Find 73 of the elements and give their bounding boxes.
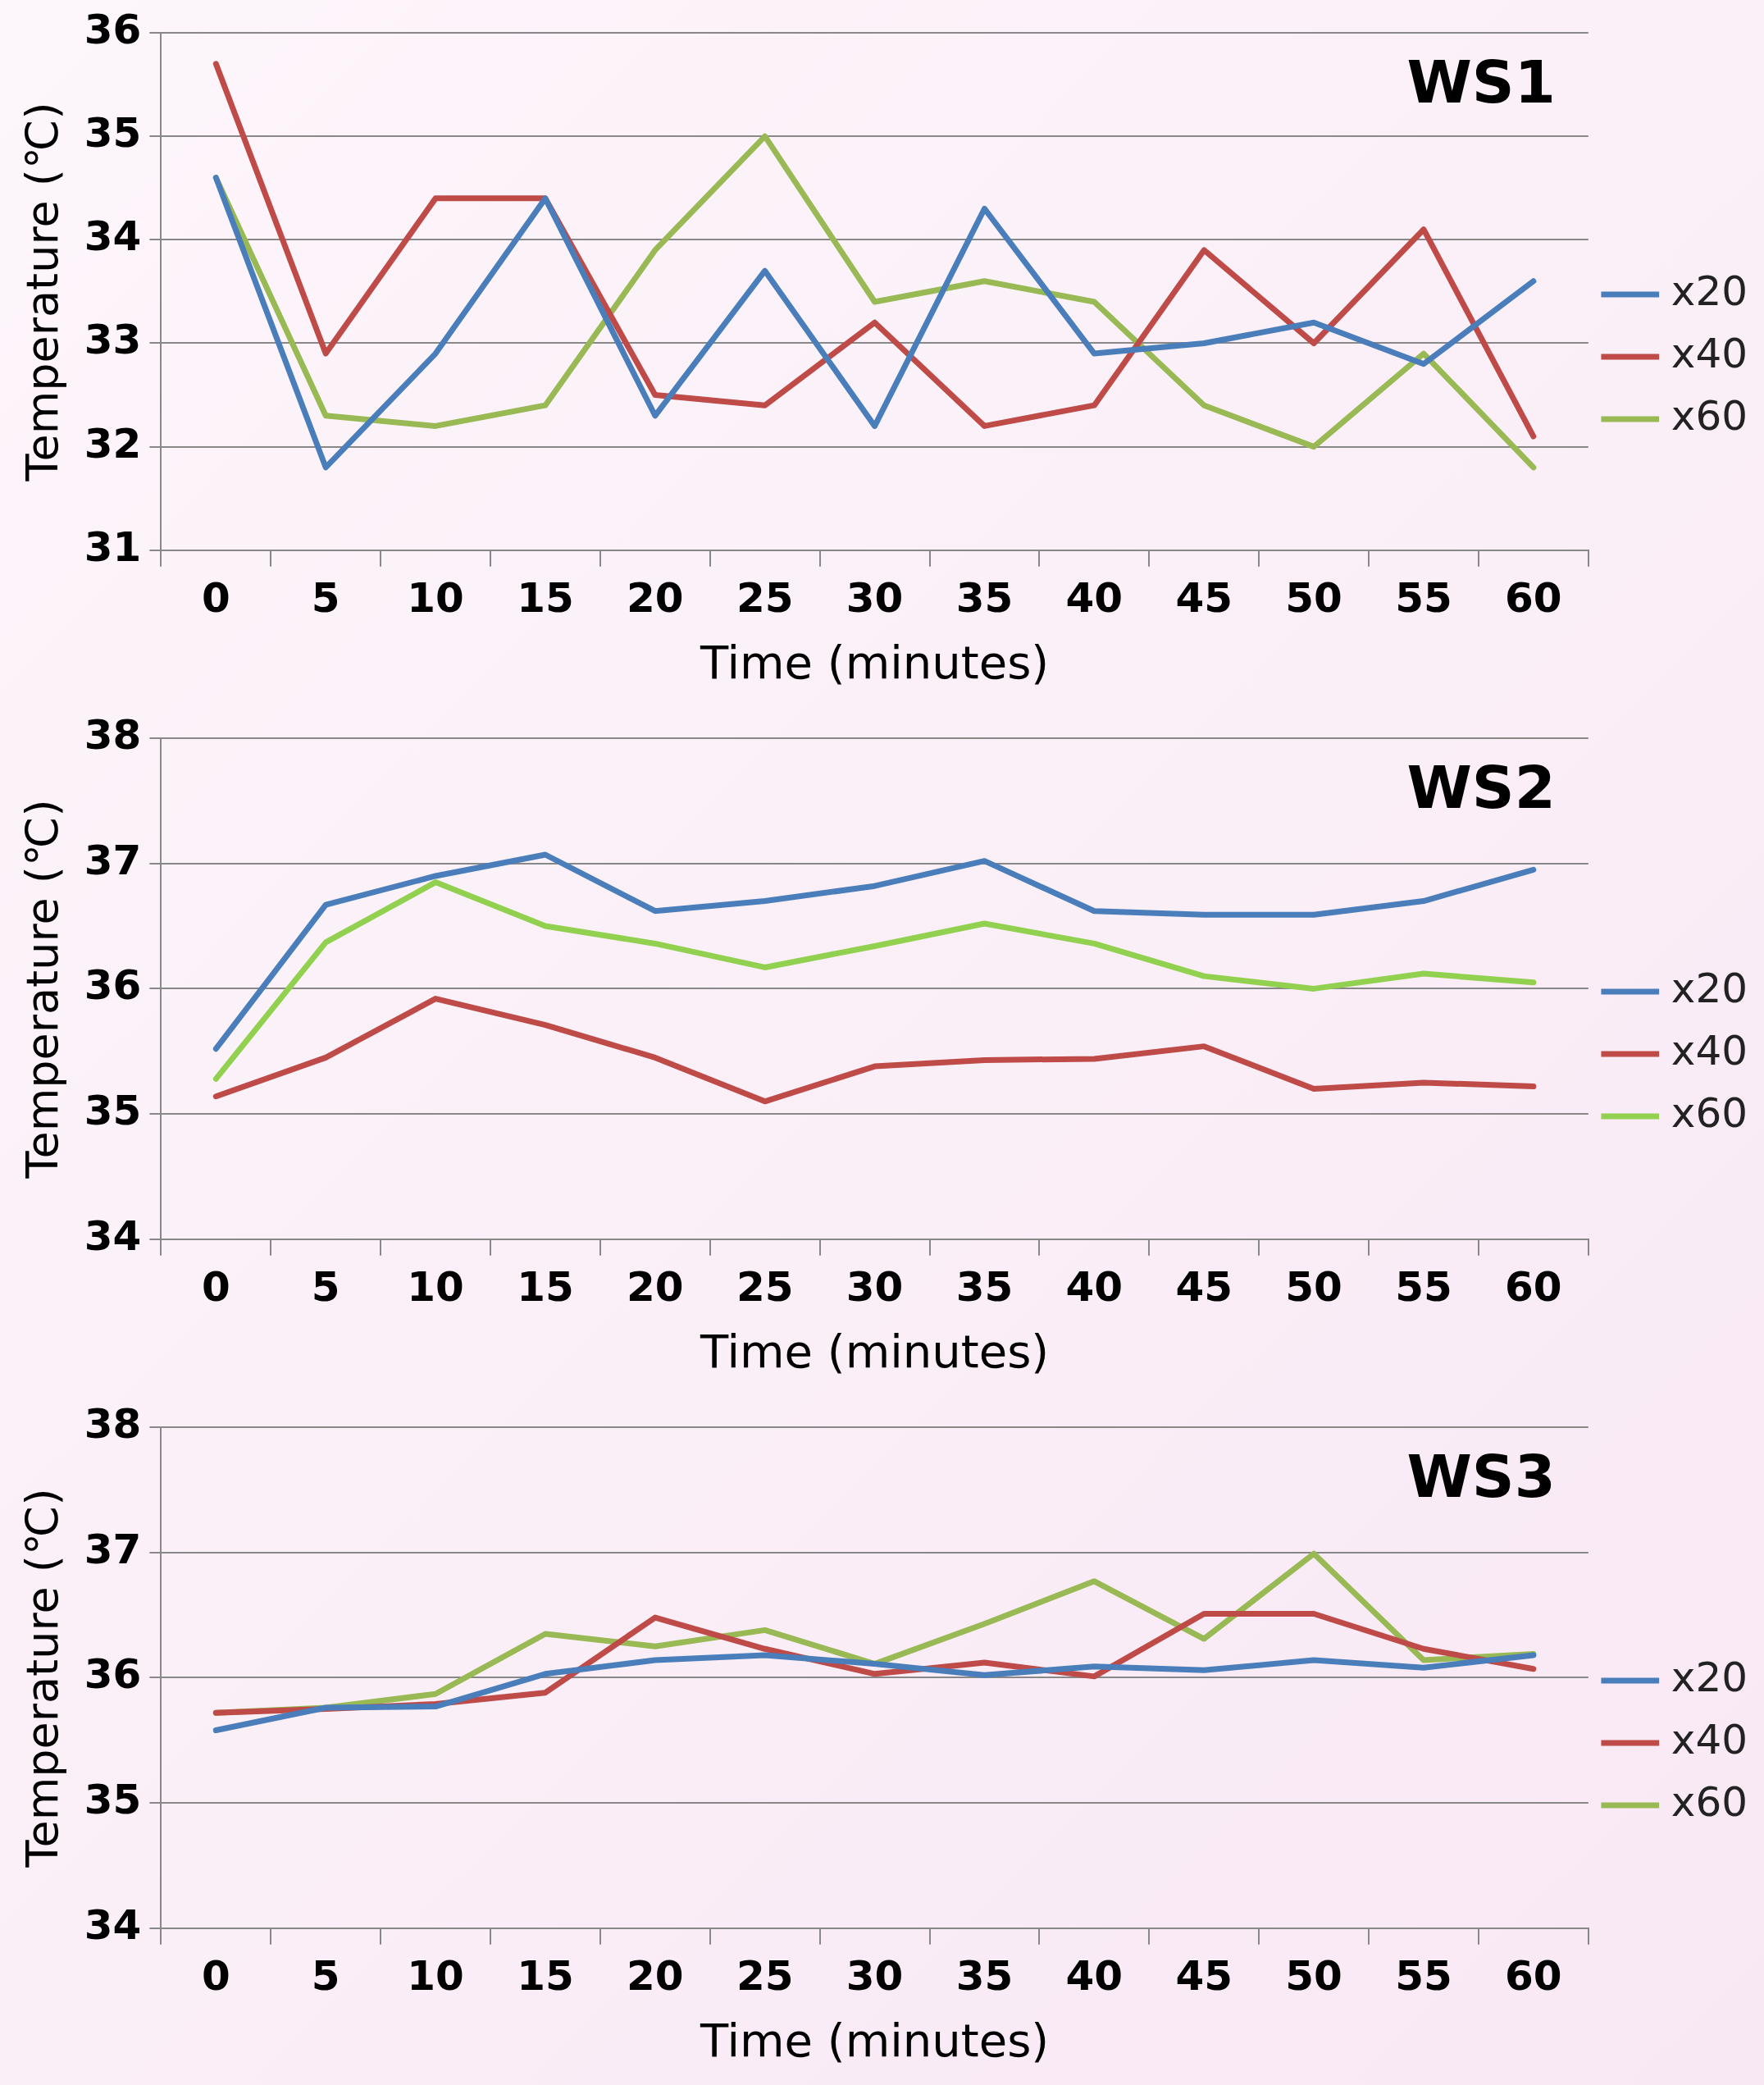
x-tick-label: 50: [1285, 1951, 1342, 2000]
x-tick-label: 15: [517, 1262, 574, 1311]
x-tick-label: 40: [1065, 1951, 1124, 2000]
legend-label: x60: [1671, 1088, 1748, 1137]
y-axis-title: Temperature (℃): [16, 102, 69, 482]
x-tick-label: 50: [1285, 573, 1342, 622]
y-axis-title: Temperature (℃): [16, 1488, 69, 1868]
chart-title: WS1: [1406, 47, 1556, 116]
y-tick-label: 31: [84, 522, 142, 571]
x-tick-label: 45: [1175, 1951, 1233, 2000]
x-tick-label: 30: [846, 573, 904, 622]
y-tick-label: 36: [84, 1650, 142, 1699]
x-tick-label: 30: [846, 1262, 904, 1311]
y-tick-label: 38: [84, 1399, 142, 1448]
legend-label: x20: [1671, 267, 1748, 315]
x-tick-label: 50: [1285, 1262, 1342, 1311]
x-tick-label: 10: [407, 573, 464, 622]
x-tick-label: 55: [1395, 1262, 1452, 1311]
x-tick-label: 20: [627, 573, 684, 622]
legend-label: x40: [1671, 1026, 1748, 1074]
x-tick-label: 0: [201, 573, 230, 622]
legend-label: x20: [1671, 964, 1748, 1012]
x-tick-label: 35: [955, 1951, 1014, 2000]
y-tick-label: 38: [84, 710, 142, 759]
legend-label: x40: [1671, 1715, 1748, 1763]
x-tick-label: 5: [311, 1262, 340, 1311]
legend-label: x40: [1671, 329, 1748, 377]
x-tick-label: 15: [517, 1951, 574, 2000]
x-tick-label: 60: [1505, 573, 1562, 622]
y-tick-label: 35: [84, 109, 142, 157]
x-axis-title: Time (minutes): [699, 635, 1050, 689]
legend-label: x60: [1671, 391, 1748, 440]
x-tick-label: 25: [736, 573, 794, 622]
x-tick-label: 35: [955, 573, 1014, 622]
y-tick-label: 34: [84, 1900, 142, 1949]
x-tick-label: 0: [201, 1262, 230, 1311]
x-tick-label: 25: [736, 1262, 794, 1311]
x-tick-label: 40: [1065, 573, 1124, 622]
y-tick-label: 37: [84, 1525, 142, 1573]
x-tick-label: 10: [407, 1951, 464, 2000]
y-tick-label: 35: [84, 1087, 142, 1135]
y-tick-label: 33: [84, 316, 142, 364]
x-tick-label: 35: [955, 1262, 1014, 1311]
x-tick-label: 45: [1175, 1262, 1233, 1311]
x-tick-label: 15: [517, 573, 574, 622]
x-tick-label: 55: [1395, 1951, 1452, 2000]
y-tick-label: 36: [84, 5, 142, 53]
chart-title: WS3: [1406, 1441, 1556, 1511]
x-tick-label: 25: [736, 1951, 794, 2000]
x-tick-label: 45: [1175, 573, 1233, 622]
x-tick-label: 40: [1065, 1262, 1124, 1311]
y-tick-label: 35: [84, 1776, 142, 1824]
x-tick-label: 55: [1395, 573, 1452, 622]
x-tick-label: 60: [1505, 1262, 1562, 1311]
x-axis-title: Time (minutes): [699, 2013, 1050, 2067]
chart-title: WS2: [1406, 752, 1556, 822]
x-tick-label: 60: [1505, 1951, 1562, 2000]
y-tick-label: 32: [84, 419, 142, 468]
y-axis-title: Temperature (℃): [16, 799, 69, 1179]
x-tick-label: 20: [627, 1951, 684, 2000]
x-tick-label: 10: [407, 1262, 464, 1311]
y-tick-label: 34: [84, 1211, 142, 1260]
x-tick-label: 30: [846, 1951, 904, 2000]
x-tick-label: 5: [311, 1951, 340, 2000]
y-tick-label: 36: [84, 961, 142, 1010]
x-axis-title: Time (minutes): [699, 1324, 1050, 1378]
legend-label: x20: [1671, 1653, 1748, 1701]
x-tick-label: 5: [311, 573, 340, 622]
y-tick-label: 34: [84, 212, 142, 261]
x-tick-label: 20: [627, 1262, 684, 1311]
legend-label: x60: [1671, 1777, 1748, 1826]
x-tick-label: 0: [201, 1951, 230, 2000]
y-tick-label: 37: [84, 836, 142, 884]
